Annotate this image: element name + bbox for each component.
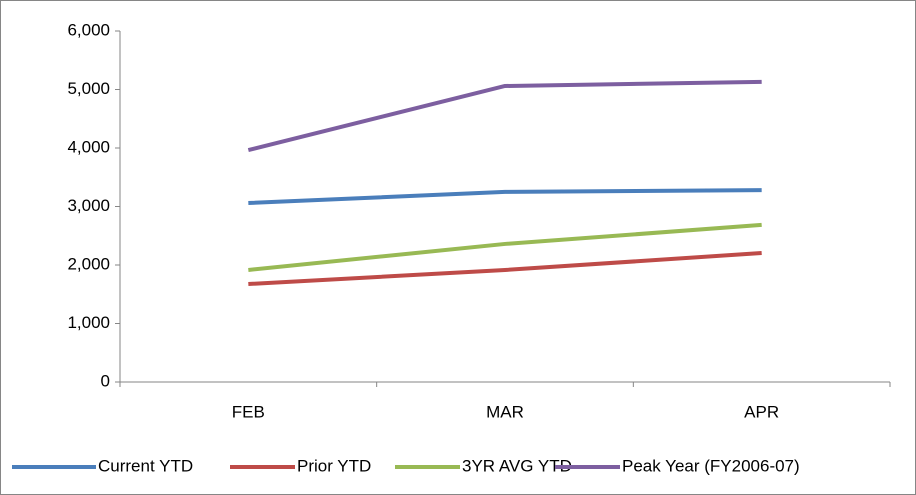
- y-tick-label: 4,000: [67, 137, 110, 156]
- y-tick-label: 2,000: [67, 254, 110, 273]
- legend-label: 3YR AVG YTD: [462, 456, 572, 475]
- x-tick-label: FEB: [232, 402, 265, 421]
- series-line: [248, 251, 762, 287]
- y-tick-label: 5,000: [67, 79, 110, 98]
- y-tick-label: 0: [101, 371, 110, 390]
- y-tick-label: 6,000: [67, 20, 110, 39]
- x-tick-label: MAR: [486, 402, 524, 421]
- y-tick-label: 1,000: [67, 313, 110, 332]
- legend-label: Peak Year (FY2006-07): [622, 456, 800, 475]
- series-line: [247, 79, 762, 152]
- series-line: [248, 188, 762, 205]
- series-line: [248, 222, 762, 272]
- legend-label: Current YTD: [98, 456, 193, 475]
- x-tick-label: APR: [744, 402, 779, 421]
- y-tick-label: 3,000: [67, 196, 110, 215]
- legend-label: Prior YTD: [297, 456, 371, 475]
